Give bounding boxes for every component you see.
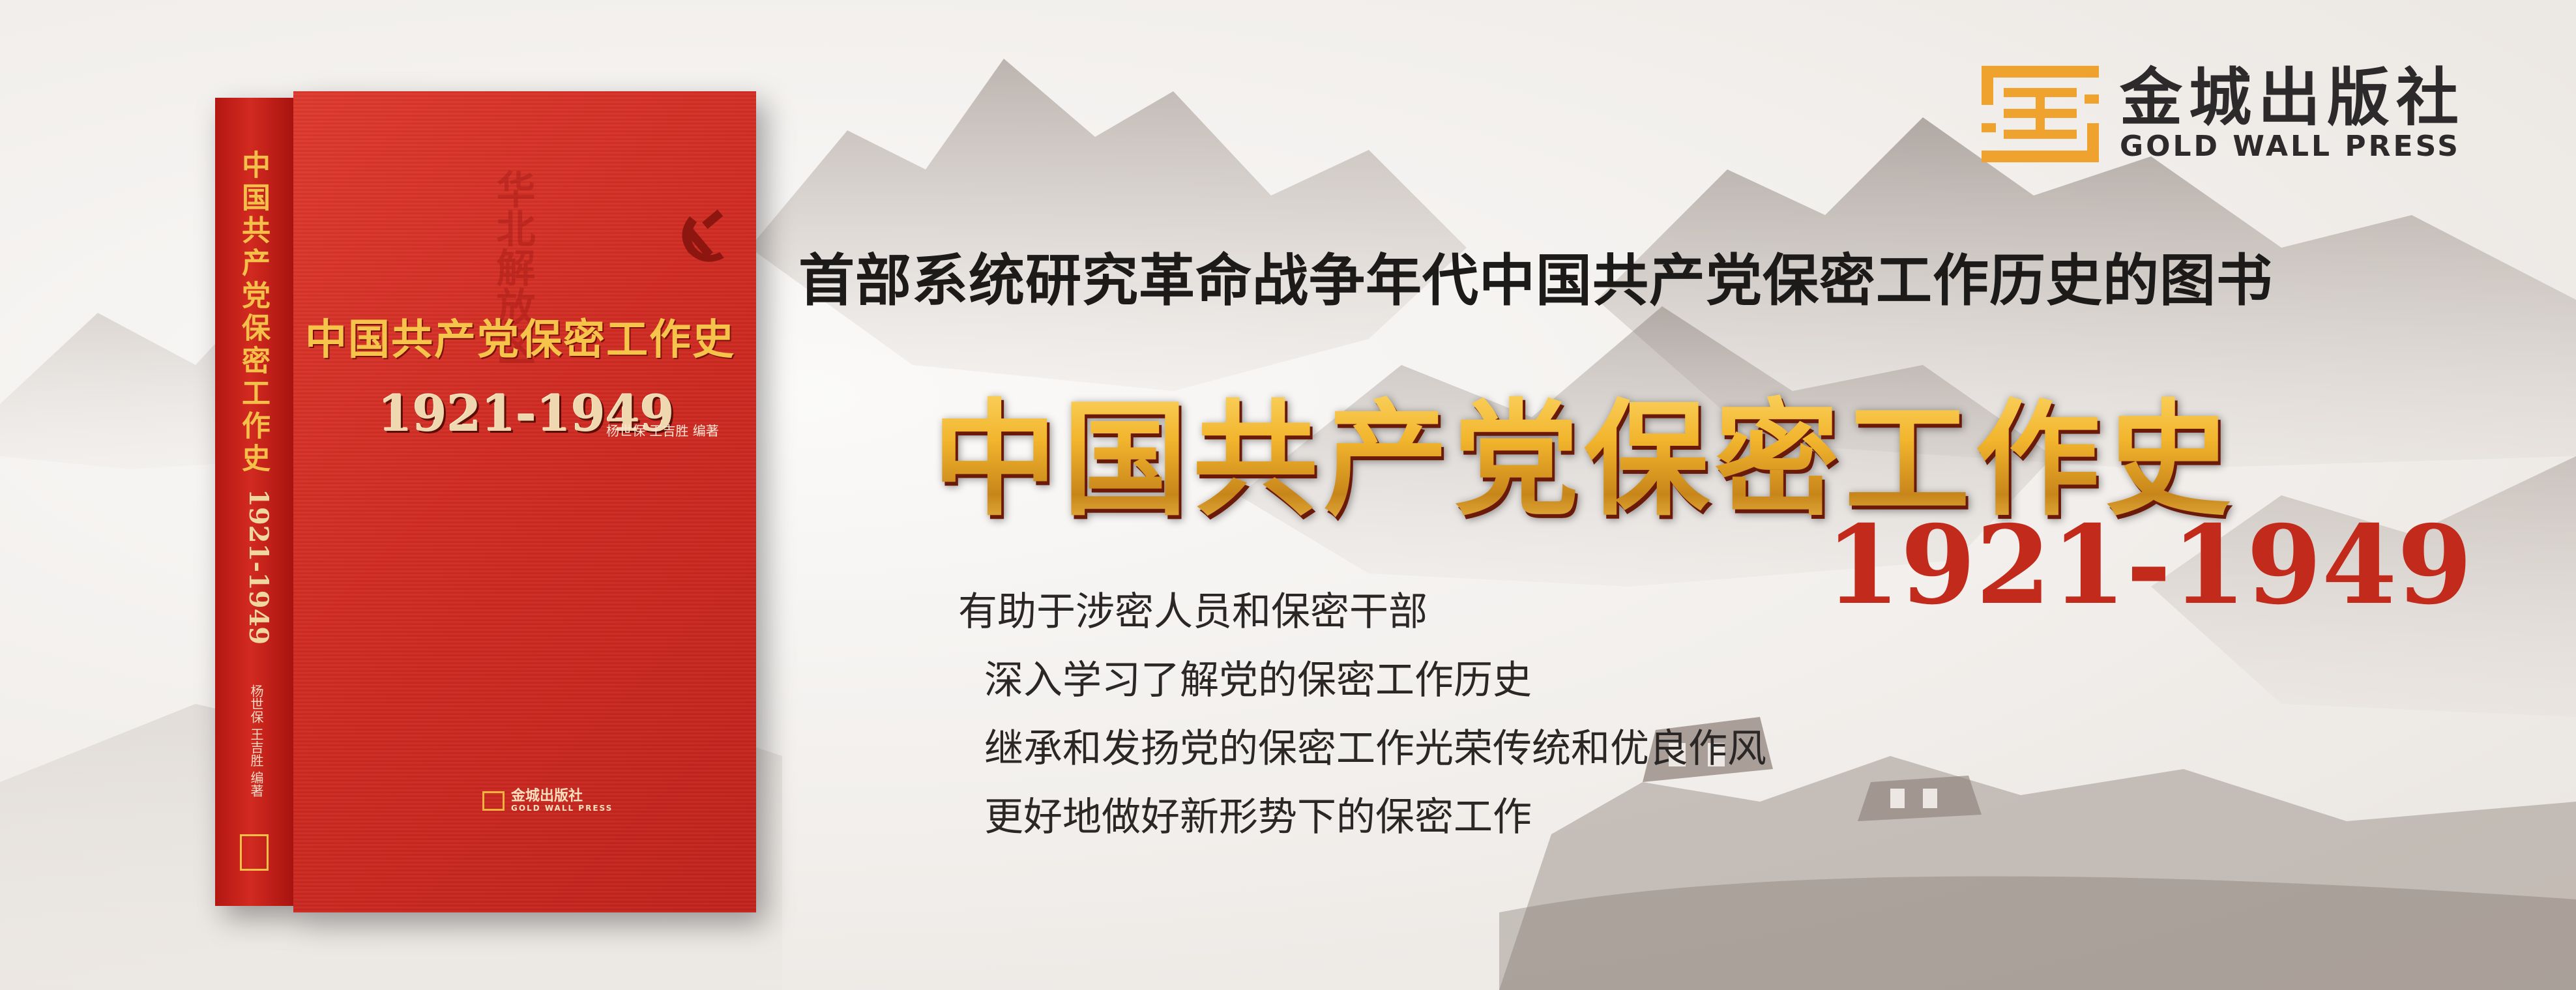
hammer-sickle-icon (682, 209, 724, 262)
cover-publisher-en: GOLD WALL PRESS (511, 804, 613, 813)
headline: 首部系统研究革命战争年代中国共产党保密工作历史的图书 (798, 248, 2273, 313)
cover-title: 中国共产党保密工作史 (305, 315, 735, 364)
cover-publisher-logo-icon (482, 791, 505, 811)
cover-years: 1921-1949 (378, 385, 675, 443)
cover-authors: 杨世保 王吉胜 编著 (606, 423, 719, 439)
cover-publisher: 金城出版社 GOLD WALL PRESS (482, 788, 613, 813)
book-image: 中国共产党保密工作史 1921-1949 杨世保 王吉胜 编著 华北解放区 中国… (215, 91, 756, 912)
spine-title: 中国共产党保密工作史 (237, 150, 270, 476)
main-title: 中国共产党保密工作史 (932, 358, 2236, 540)
selling-point: 更好地做好新形势下的保密工作 (984, 794, 1532, 840)
spine-publisher-logo-icon (240, 834, 269, 871)
spine-years: 1921-1949 (243, 489, 274, 645)
publisher-name-en: GOLD WALL PRESS (2120, 129, 2461, 163)
publisher-name-cn: 金城出版社 (2120, 61, 2465, 134)
publisher-logo: 金城出版社 GOLD WALL PRESS (1982, 65, 2465, 162)
main-years: 1921-1949 (1825, 502, 2472, 629)
book-spine: 中国共产党保密工作史 1921-1949 杨世保 王吉胜 编著 (215, 98, 293, 906)
cover-publisher-cn: 金城出版社 (511, 788, 583, 804)
gold-wall-press-logo-icon (1982, 65, 2099, 162)
book-cover: 华北解放区 中国共产党保密工作史 1921-1949 杨世保 王吉胜 编著 金城… (293, 91, 756, 912)
selling-point: 继承和发扬党的保密工作光荣传统和优良作风 (984, 726, 1766, 772)
selling-point: 深入学习了解党的保密工作历史 (984, 658, 1532, 703)
selling-point: 有助于涉密人员和保密干部 (958, 589, 1427, 635)
spine-authors: 杨世保 王吉胜 编著 (248, 684, 264, 797)
cover-watermark: 华北解放区 (490, 169, 535, 365)
